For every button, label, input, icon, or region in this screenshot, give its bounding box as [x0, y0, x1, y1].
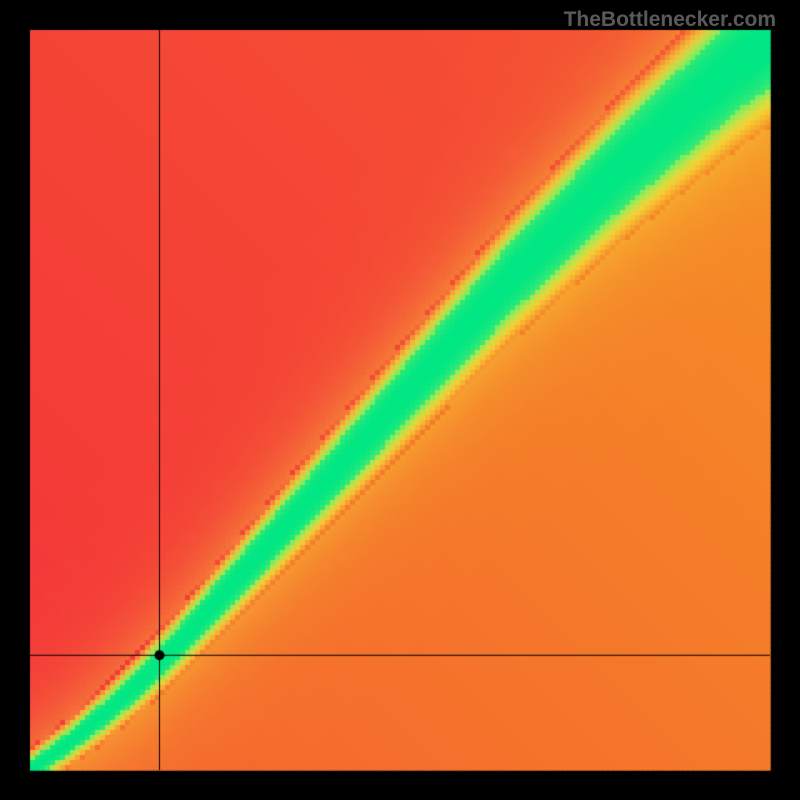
watermark-label: TheBottlenecker.com	[564, 8, 776, 32]
chart-container: TheBottlenecker.com	[0, 0, 800, 800]
heatmap-canvas	[0, 0, 800, 800]
